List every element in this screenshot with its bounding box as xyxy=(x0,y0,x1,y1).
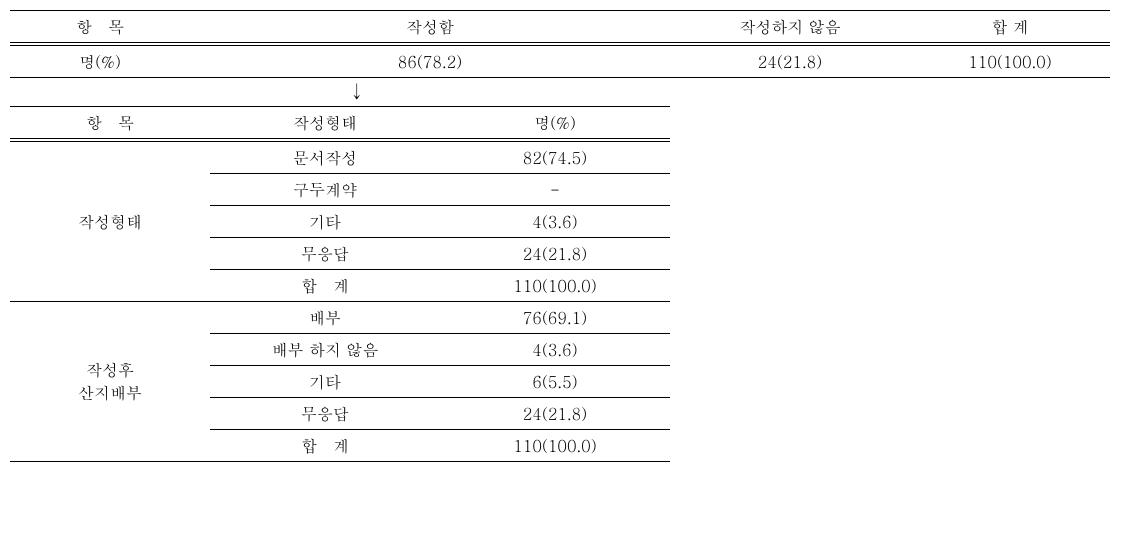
header-total: 합 계 xyxy=(910,11,1110,43)
group-label: 작성후 산지배부 xyxy=(10,301,210,461)
header-written: 작성함 xyxy=(190,11,670,43)
cell-form: 문서작성 xyxy=(210,142,440,174)
cell-form: 합 계 xyxy=(210,429,440,461)
cell-form: 무응답 xyxy=(210,397,440,429)
cell-form: 구두계약 xyxy=(210,173,440,205)
cell-form: 배부 xyxy=(210,301,440,333)
cell-form: 기타 xyxy=(210,365,440,397)
cell-count: 24(21.8) xyxy=(440,397,670,429)
header-item: 항 목 xyxy=(10,107,210,139)
group-label-line2: 산지배부 xyxy=(78,381,142,404)
header-not-written: 작성하지 않음 xyxy=(670,11,910,43)
header-item: 항 목 xyxy=(10,11,190,43)
row-total: 110(100.0) xyxy=(910,46,1110,78)
arrow-indicator: ↓ xyxy=(10,78,1110,106)
cell-count: 110(100.0) xyxy=(440,429,670,461)
cell-count: - xyxy=(440,173,670,205)
cell-count: 6(5.5) xyxy=(440,365,670,397)
cell-count: 24(21.8) xyxy=(440,237,670,269)
row-label: 명(%) xyxy=(10,46,190,78)
row-not-written: 24(21.8) xyxy=(670,46,910,78)
cell-count: 76(69.1) xyxy=(440,301,670,333)
table-row: 작성후 산지배부 배부 76(69.1) xyxy=(10,301,670,333)
group-label: 작성형태 xyxy=(10,142,210,302)
header-count: 명(%) xyxy=(440,107,670,139)
cell-count: 4(3.6) xyxy=(440,333,670,365)
row-written: 86(78.2) xyxy=(190,46,670,78)
cell-count: 4(3.6) xyxy=(440,205,670,237)
cell-form: 기타 xyxy=(210,205,440,237)
detail-table: 항 목 작성형태 명(%) 작성형태 문서작성 82(74.5) 구두계약 - … xyxy=(10,106,670,462)
cell-count: 110(100.0) xyxy=(440,269,670,301)
table-row: 작성형태 문서작성 82(74.5) xyxy=(10,142,670,174)
summary-table: 항 목 작성함 작성하지 않음 합 계 명(%) 86(78.2) 24(21.… xyxy=(10,10,1110,78)
table-row: 명(%) 86(78.2) 24(21.8) 110(100.0) xyxy=(10,46,1110,78)
header-form: 작성형태 xyxy=(210,107,440,139)
cell-count: 82(74.5) xyxy=(440,142,670,174)
cell-form: 합 계 xyxy=(210,269,440,301)
cell-form: 배부 하지 않음 xyxy=(210,333,440,365)
group-label-line1: 작성후 xyxy=(86,358,134,381)
cell-form: 무응답 xyxy=(210,237,440,269)
